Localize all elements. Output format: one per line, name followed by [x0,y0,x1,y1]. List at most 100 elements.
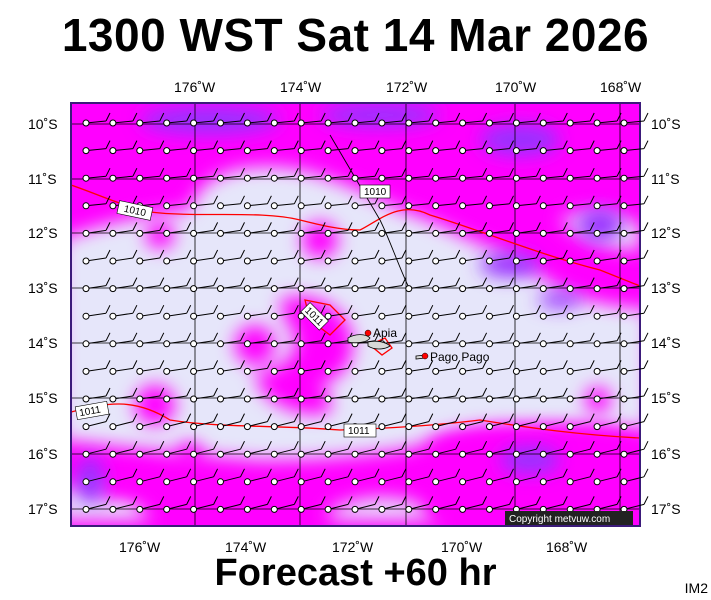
isobar-label-1: 1010 [123,204,147,219]
wind-barb [297,496,326,513]
wind-barb [512,222,541,237]
wind-barb [163,195,192,210]
wind-barb [217,468,245,486]
wind-barb [432,332,461,348]
wind-barb [539,496,568,513]
wind-barb [270,140,299,155]
wind-barb [136,222,165,237]
wind-barb [539,195,568,210]
wind-barb [82,304,111,320]
wind-barb [512,332,541,348]
wind-barb [378,167,407,182]
wind-barb [405,140,434,155]
wind-barb [217,413,245,431]
wind-barb [378,360,407,375]
wind-barb [405,167,434,182]
wind-barb [109,413,138,431]
forecast-label: Forecast +60 hr [214,552,497,594]
top-axis-labels: 176˚W 174˚W 172˚W 170˚W 168˚W [174,79,642,95]
wind-barb [539,387,568,403]
wind-barb [297,140,326,155]
wind-barb [620,496,649,513]
wind-barb [378,195,407,210]
wind-barb [243,387,272,403]
right-lat-label: 14˚S [651,335,681,351]
top-lon-label: 170˚W [495,79,537,95]
wind-barb [163,387,192,403]
wind-barb [620,360,649,375]
wind-barb [163,222,192,237]
wind-barb [593,440,622,458]
wind-barb [217,195,245,210]
wind-barb [324,195,353,210]
wind-barb [593,360,622,375]
wind-barb [217,167,245,182]
wind-barb [217,360,245,375]
wind-barb [378,277,407,293]
wind-barb [378,496,407,513]
wind-barb [136,112,165,127]
wind-barb [405,468,434,486]
wind-barb [109,496,138,513]
wind-barb [432,413,461,431]
wind-barb [593,140,622,155]
wind-barb [270,332,299,348]
left-lat-label: 10˚S [28,116,58,132]
wind-barb [163,360,192,375]
wind-barb [539,440,568,458]
wind-barb [459,304,488,320]
wind-barb [512,249,541,265]
wind-barb [512,140,541,155]
wind-barb [432,140,461,155]
wind-barb [217,112,245,127]
wind-barb [163,277,192,293]
wind-barb [163,468,192,486]
wind-barb [82,496,111,513]
wind-barb [190,413,219,431]
wind-barb [136,413,165,431]
bottom-lon-label: 174˚W [225,539,267,555]
wind-barb [620,249,649,265]
wind-barb [566,413,595,431]
wind-barb [378,222,407,237]
wind-barb [486,140,514,155]
wind-barb [378,440,407,458]
wind-barb [82,195,111,210]
wind-barb [163,140,192,155]
left-lat-label: 16˚S [28,446,58,462]
wind-barb [432,222,461,237]
wind-barb [243,468,272,486]
left-axis-labels: 10˚S 11˚S 12˚S 13˚S 14˚S 15˚S 16˚S 17˚S [28,116,58,517]
wind-barb [163,496,192,513]
wind-barb [190,440,219,458]
wind-barb [163,332,192,348]
wind-barb [297,387,326,403]
wind-barb [620,277,649,293]
wind-barb [190,332,219,348]
right-axis-labels: 10˚S 11˚S 12˚S 13˚S 14˚S 15˚S 16˚S 17˚S [651,116,681,517]
wind-barb [109,249,138,265]
copyright-text: Copyright metvuw.com [509,514,610,525]
wind-barb [593,167,622,182]
wind-barb [297,195,326,210]
top-lon-label: 168˚W [600,79,642,95]
wind-barb [620,222,649,237]
wind-barb [459,413,488,431]
bottom-lon-label: 176˚W [119,539,161,555]
wind-barb [566,360,595,375]
wind-barb [351,496,380,513]
wind-barb [405,387,434,403]
top-lon-label: 176˚W [174,79,216,95]
wind-barb [566,222,595,237]
wind-barb [593,222,622,237]
bottom-lon-label: 172˚W [332,539,374,555]
wind-barb [82,249,111,265]
wind-barb [297,440,326,458]
wind-barb [459,360,488,375]
wind-barb [566,387,595,403]
wind-barb [270,360,299,375]
wind-barb [378,468,407,486]
right-lat-label: 13˚S [651,280,681,296]
wind-barb [512,440,541,458]
wind-barbs [82,112,649,513]
